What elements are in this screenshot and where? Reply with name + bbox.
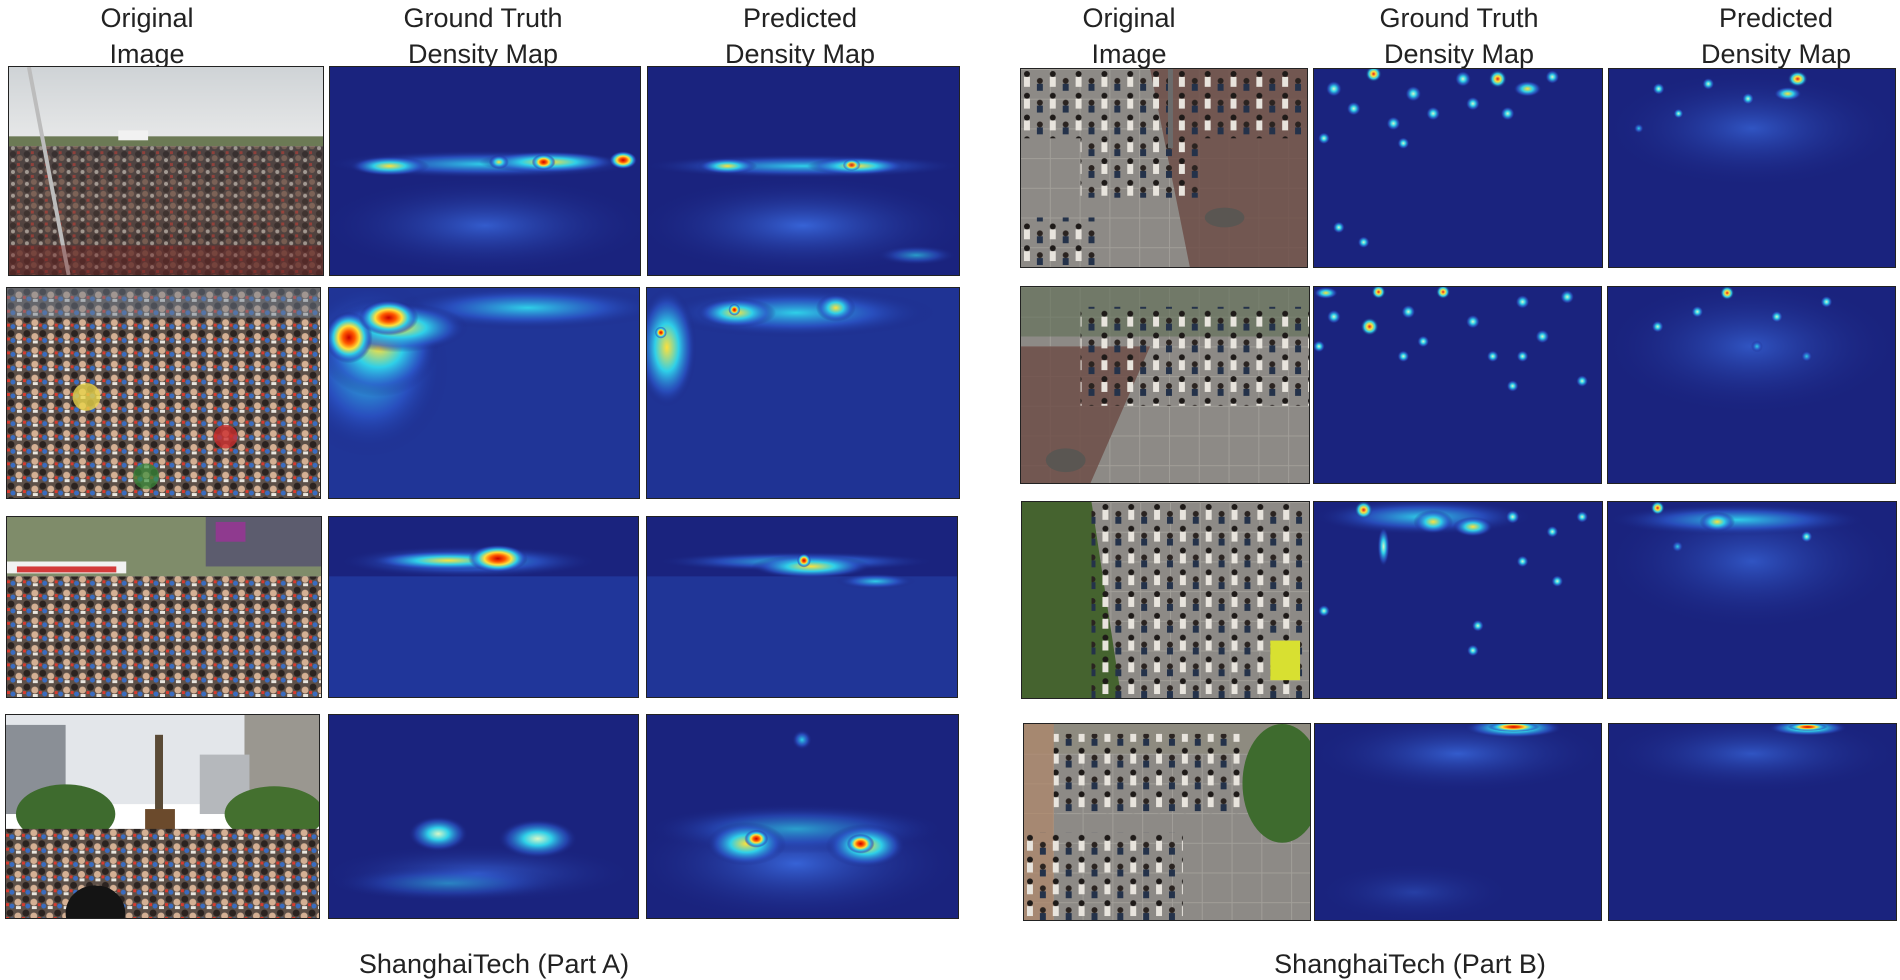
gt-density-map-b4 — [1314, 723, 1602, 921]
caption-part-a: ShanghaiTech (Part A) — [358, 949, 630, 979]
header-predicted-a: Predicted Density Map — [724, 3, 876, 69]
predicted-density-map-b1 — [1608, 68, 1896, 268]
original-image-b3 — [1021, 501, 1310, 699]
gt-density-map-b2 — [1313, 286, 1602, 484]
gt-density-map-a2 — [328, 287, 640, 499]
original-image-a4 — [5, 714, 320, 919]
original-image-b2 — [1020, 286, 1310, 484]
predicted-density-map-b2 — [1607, 286, 1896, 484]
predicted-density-map-b3 — [1607, 501, 1897, 699]
original-image-a2 — [6, 287, 321, 499]
gt-density-map-a1 — [329, 66, 641, 276]
predicted-density-map-b4 — [1608, 723, 1897, 921]
caption-part-b: ShanghaiTech (Part B) — [1274, 949, 1546, 979]
gt-density-map-b1 — [1313, 68, 1603, 268]
predicted-density-map-a3 — [646, 516, 958, 698]
original-image-b1 — [1020, 68, 1308, 268]
header-ground-truth-a: Ground Truth Density Map — [403, 3, 563, 69]
gt-density-map-b3 — [1313, 501, 1603, 699]
header-ground-truth-b: Ground Truth Density Map — [1379, 3, 1539, 69]
predicted-density-map-a1 — [647, 66, 960, 276]
predicted-density-map-a4 — [646, 714, 959, 919]
gt-density-map-a4 — [328, 714, 639, 919]
original-image-b4 — [1023, 723, 1311, 921]
header-predicted-b: Predicted Density Map — [1700, 3, 1852, 69]
original-image-a3 — [6, 516, 322, 698]
header-original-image-b: Original Image — [1082, 3, 1176, 69]
original-image-a1 — [8, 66, 324, 276]
header-original-image-a: Original Image — [100, 3, 194, 69]
gt-density-map-a3 — [328, 516, 639, 698]
predicted-density-map-a2 — [646, 287, 960, 499]
